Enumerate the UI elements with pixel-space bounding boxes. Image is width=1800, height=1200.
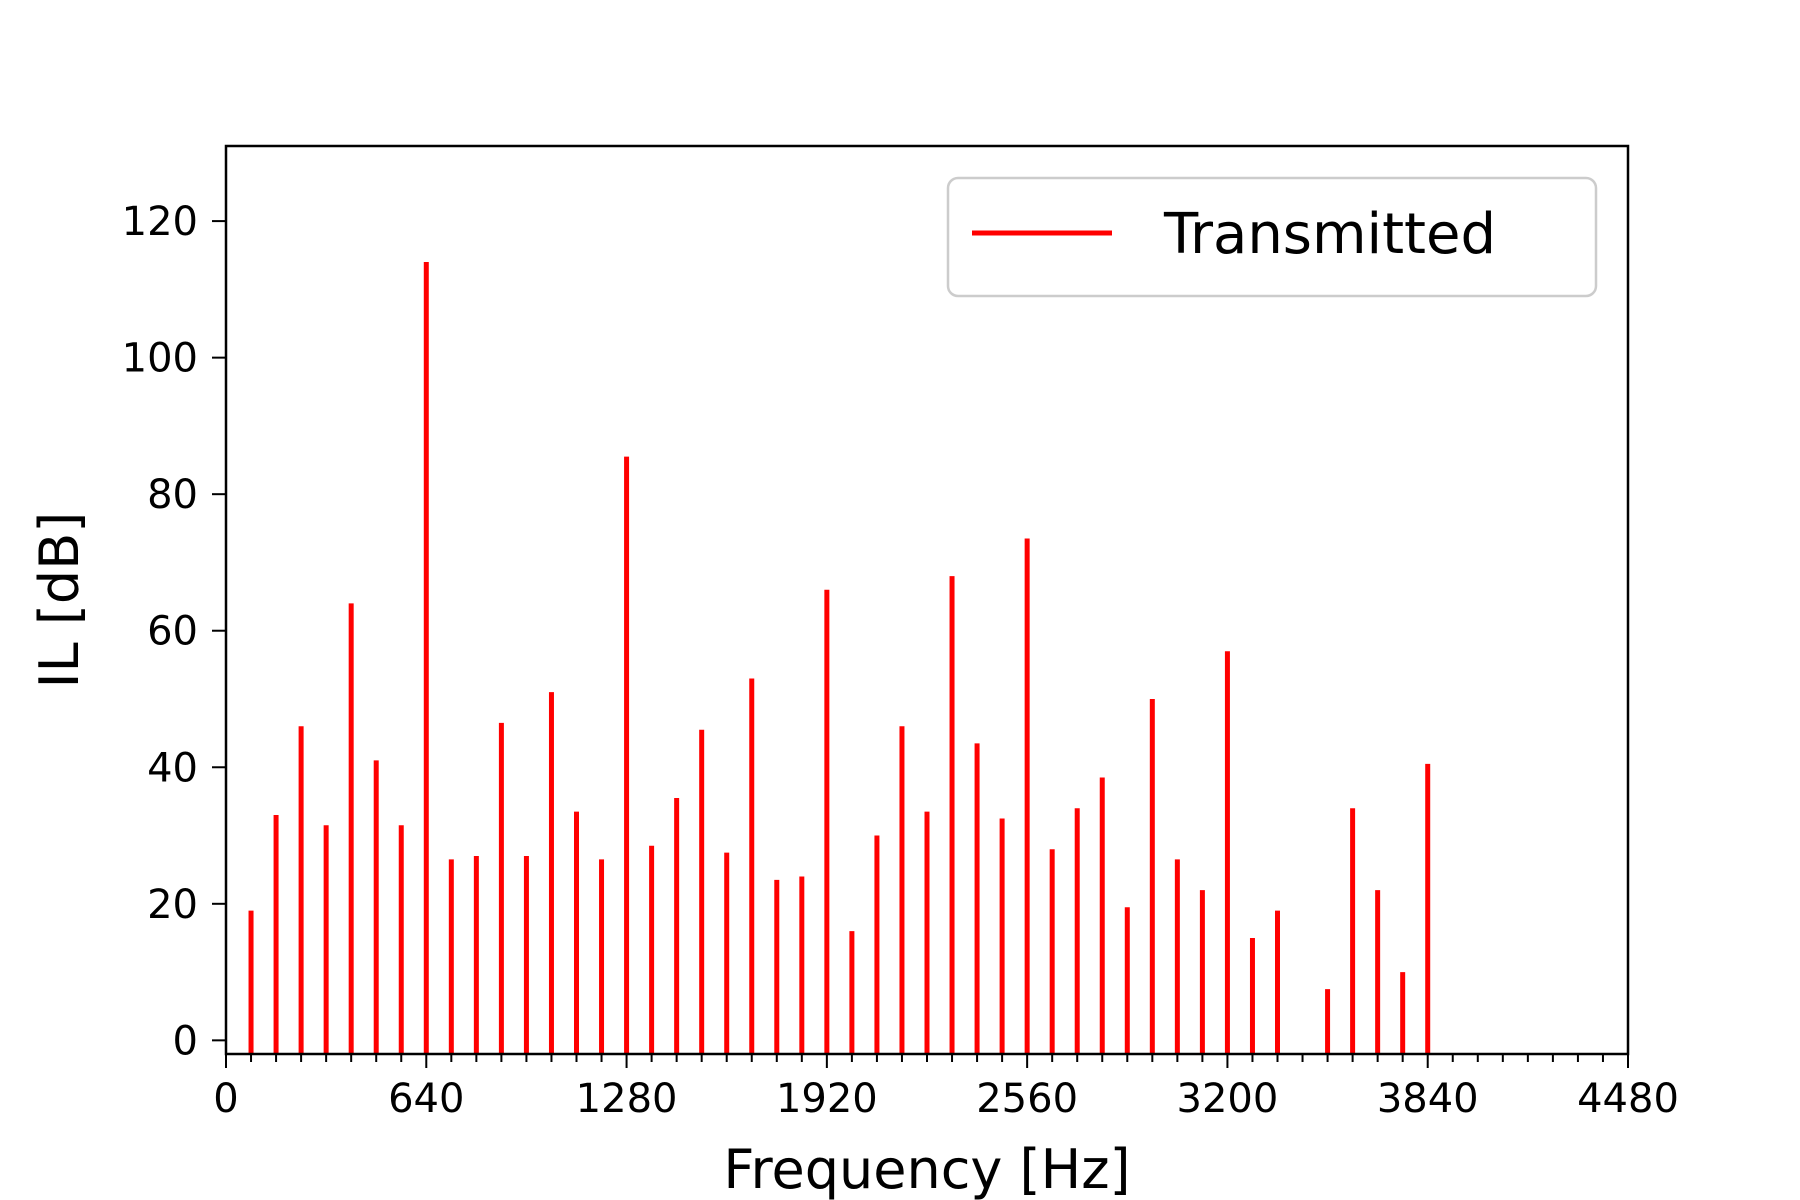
y-tick-label-40: 40 <box>147 745 198 791</box>
x-tick-label-1280: 1280 <box>576 1076 678 1122</box>
x-axis: 0 640 1280 1920 2560 3200 3840 4480 <box>213 1054 1679 1122</box>
y-tick-label-120: 120 <box>122 199 198 245</box>
legend-box <box>946 176 1598 298</box>
x-tick-label-3200: 3200 <box>1177 1076 1279 1122</box>
x-tick-label-640: 640 <box>388 1076 464 1122</box>
bars-group <box>248 262 1431 1054</box>
x-tick-label-3840: 3840 <box>1377 1076 1479 1122</box>
x-tick-label-4480: 4480 <box>1577 1076 1679 1122</box>
y-axis-label: IL [dB] <box>28 512 91 689</box>
legend: Transmitted <box>946 176 1598 298</box>
y-tick-label-20: 20 <box>147 882 198 928</box>
x-tick-label-2560: 2560 <box>976 1076 1078 1122</box>
x-tick-label-0: 0 <box>213 1076 238 1122</box>
legend-label-transmitted: Transmitted <box>1163 202 1496 267</box>
y-tick-label-80: 80 <box>147 472 198 518</box>
x-tick-label-1920: 1920 <box>776 1076 878 1122</box>
x-axis-label: Frequency [Hz] <box>723 1138 1130 1200</box>
y-axis: 0 20 40 60 80 100 120 <box>122 199 226 1064</box>
y-tick-label-60: 60 <box>147 609 198 655</box>
y-tick-label-0: 0 <box>173 1018 198 1064</box>
y-tick-label-100: 100 <box>122 336 198 382</box>
